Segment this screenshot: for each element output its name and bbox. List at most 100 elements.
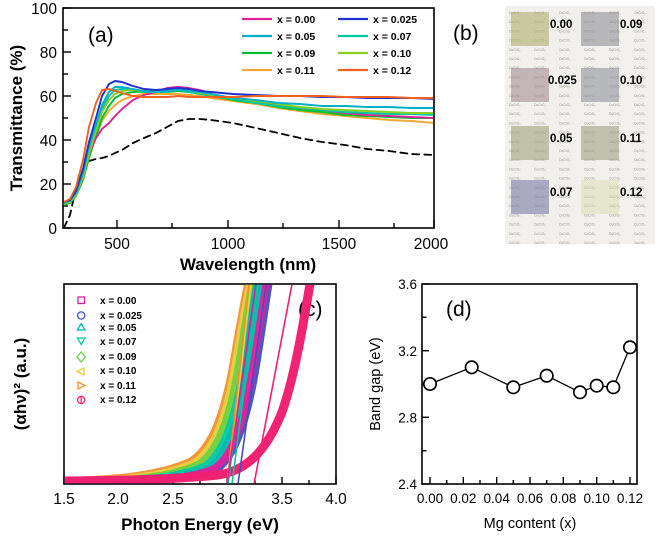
watermark-text: CuCrO₂ [609,121,621,125]
panel-d-label: (d) [446,298,472,321]
watermark-text: CuCrO₂ [559,20,571,24]
svg-text:3.6: 3.6 [398,277,417,292]
legend-item-7: x = 0.12 [338,65,411,77]
sample-tile-0 [511,12,549,46]
svg-text:0.04: 0.04 [484,491,511,506]
watermark-text: CuCrO₂ [609,223,621,227]
watermark-text: CuCrO₂ [509,232,521,236]
watermark-text: CuCrO₂ [534,241,546,245]
legend-item-2: x = 0.05 [242,31,315,43]
svg-text:0: 0 [48,221,57,238]
watermark-text: CuCrO₂ [634,149,646,153]
svg-text:80: 80 [40,45,58,62]
panel-c-x-tick-labels: 1.5 2.0 2.5 3.0 3.5 4.0 [53,491,347,508]
tauc-fit-lines [226,284,293,484]
svg-text:0.00: 0.00 [417,491,443,506]
panel-a-y-label: Transmittance (%) [7,45,26,191]
legend-label: x = 0.10 [373,48,411,60]
svg-text:0.06: 0.06 [517,491,543,506]
watermark-text: CuCrO₂ [634,213,646,217]
svg-text:2.4: 2.4 [398,477,417,492]
svg-text:0.02: 0.02 [450,491,476,506]
fit-line-x-007 [231,284,259,484]
watermark-text: CuCrO₂ [634,158,646,162]
svg-text:100: 100 [31,1,57,18]
panel-d-x-label: Mg content (x) [484,516,577,532]
watermark-text: CuCrO₂ [559,11,571,15]
watermark-text: CuCrO₂ [609,204,621,208]
legend-item-6: x = 0.11 [77,380,136,392]
svg-text:60: 60 [40,89,58,106]
watermark-text: CuCrO₂ [634,20,646,24]
watermark-text: CuCrO₂ [559,48,571,52]
data-point [422,376,438,392]
watermark-text: CuCrO₂ [534,177,546,181]
sample-label: 0.12 [620,187,642,199]
data-point [589,378,604,393]
watermark-text: CuCrO₂ [559,195,571,199]
svg-text:40: 40 [40,133,58,150]
watermark-text: CuCrO₂ [634,94,646,98]
watermark-text: CuCrO₂ [634,29,646,33]
legend-item-3: x = 0.07 [338,31,411,43]
legend-item-6: x = 0.11 [242,65,315,77]
legend-label: x = 0.05 [100,323,137,334]
watermark-text: CuCrO₂ [584,48,596,52]
watermark-text: CuCrO₂ [534,232,546,236]
watermark-text: CuCrO₂ [559,131,571,135]
sample-tile-007 [511,180,549,214]
panel-c-curves [64,284,315,484]
panel-a-legend: x = 0.00 x = 0.025 x = 0.05 x = 0.07 x =… [242,14,417,77]
watermark-text: CuCrO₂ [509,57,521,61]
legend-item-5: x = 0.10 [75,366,137,377]
watermark-text: CuCrO₂ [559,140,571,144]
legend-item-7: x = 0.12 [76,395,137,406]
watermark-text: CuCrO₂ [584,158,596,162]
svg-text:1000: 1000 [211,236,246,253]
panel-b-photo: CuCrO₂ CuCrO₂ CuCrO₂ CuCrO₂ CuCrO₂ CuCrO₂ CuCr… [505,6,655,245]
data-point [606,380,621,395]
tauc-band-x-012 [64,284,315,484]
watermark-text: CuCrO₂ [559,149,571,153]
watermark-text: CuCrO₂ [584,186,596,190]
watermark-text: CuCrO₂ [584,57,596,61]
curve-x-012 [63,88,434,203]
watermark-text: CuCrO₂ [609,48,621,52]
watermark-text: CuCrO₂ [584,167,596,171]
watermark-text: CuCrO₂ [634,223,646,227]
sample-tile-0025 [511,68,549,102]
watermark-text: CuCrO₂ [634,131,646,135]
watermark-text: CuCrO₂ [584,232,596,236]
watermark-text: CuCrO₂ [634,11,646,15]
watermark-text: CuCrO₂ [584,121,596,125]
svg-text:2000: 2000 [414,236,449,253]
panel-a-x-tick-labels: 500 1000 1500 2000 [104,236,449,253]
watermark-text: CuCrO₂ [609,177,621,181]
watermark-text: CuCrO₂ [559,57,571,61]
watermark-text: CuCrO₂ [584,223,596,227]
panel-a-y-tick-labels: 0 20 40 60 80 100 [31,1,57,238]
watermark-text: CuCrO₂ [534,223,546,227]
watermark-text: CuCrO₂ [509,213,521,217]
watermark-text: CuCrO₂ [559,204,571,208]
watermark-text: CuCrO₂ [559,29,571,33]
svg-text:0.08: 0.08 [550,491,576,506]
watermark-text: CuCrO₂ [559,39,571,43]
legend-item-4: x = 0.09 [242,48,315,60]
watermark-text: CuCrO₂ [559,167,571,171]
watermark-text: CuCrO₂ [634,66,646,70]
watermark-text: CuCrO₂ [609,213,621,217]
svg-text:3.0: 3.0 [216,491,238,508]
svg-text:500: 500 [104,236,130,253]
panel-b-label: (b) [453,22,479,45]
watermark-text: CuCrO₂ [634,177,646,181]
watermark-text: CuCrO₂ [634,121,646,125]
sample-label: 0.10 [620,75,642,87]
panel-c: 1.5 2.0 2.5 3.0 3.5 4.0 Photon Energy (e… [0,272,350,545]
watermark-text: CuCrO₂ [509,158,521,162]
panel-a-curves [63,80,434,228]
panel-a: 0 20 40 60 80 100 500 1000 1500 [0,0,449,274]
legend-label: x = 0.00 [277,14,315,26]
watermark-text: CuCrO₂ [609,195,621,199]
legend-label: x = 0.05 [277,31,315,43]
